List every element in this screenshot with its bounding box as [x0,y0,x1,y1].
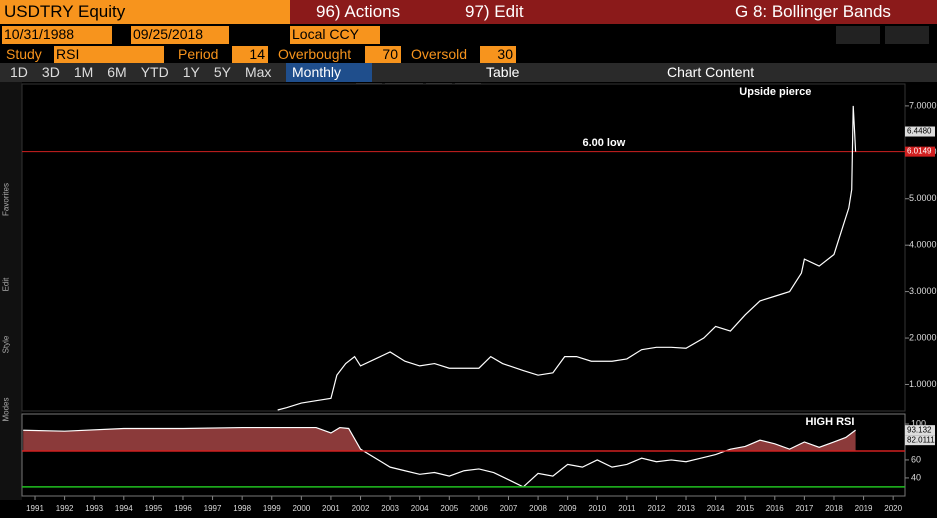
x-tick-label: 1999 [263,504,281,513]
rsi-tag-label: 82.0111 [907,435,935,444]
price-tag [905,146,935,157]
oversold-label: Oversold [411,46,468,62]
ticker[interactable]: USDTRY Equity [0,0,290,24]
x-tick-label: 2010 [588,504,606,513]
y-tick-label: 3.0000 [909,286,937,296]
annotation: Upside pierce [739,86,811,98]
period-bar [0,63,937,82]
annotation: 6.00 low [582,137,625,149]
x-tick-label: 1992 [56,504,74,513]
period-button[interactable]: 1Y [182,64,200,80]
x-tick-label: 1993 [85,504,103,513]
x-tick-label: 2003 [381,504,399,513]
period-value[interactable]: 14 [232,46,268,63]
y-tick-label: 2.0000 [909,332,937,342]
period-button[interactable]: Max [244,64,272,80]
left-toolbar [0,82,22,500]
y-tick-label: 1.0000 [909,379,937,389]
price-tag-label: 6.4480 [907,127,932,136]
rsi-tag-label: 93.132 [907,425,932,434]
x-tick-label: 2016 [766,504,784,513]
x-tick-label: 2006 [470,504,488,513]
period-button[interactable]: 6M [107,64,127,80]
x-tick-label: 2011 [618,504,636,513]
period-label: Period [178,46,219,62]
rsi-overbought-fill [23,427,856,451]
period-button[interactable]: 1D [10,64,28,80]
back-button[interactable] [836,26,880,44]
y-tick-label: 40 [911,472,921,482]
x-tick-label: 2013 [677,504,695,513]
frequency[interactable]: Monthly [286,63,372,82]
x-tick-label: 2009 [559,504,577,513]
period-button[interactable]: YTD [140,64,169,80]
rsi-panel [21,413,906,497]
x-tick-label: 1991 [26,504,44,513]
price-panel [21,83,906,412]
price-line [23,426,856,488]
x-tick-label: 2007 [500,504,518,513]
period-buttons: 1D 3D 1M 6M YTD 1Y 5Y Max [4,63,277,82]
period-button[interactable]: 3D [41,64,60,80]
end-date[interactable]: 09/25/2018 [131,26,229,44]
actions-menu[interactable]: 96) Actions [316,2,401,21]
study-name[interactable]: RSI [54,46,164,63]
x-tick-label: 2020 [884,504,902,513]
header-bar [290,0,937,24]
y-tick-label: 7.0000 [909,100,937,110]
overbought-value[interactable]: 70 [365,46,401,63]
y-tick-label: 5.0000 [909,193,937,203]
period-button[interactable]: 1M [73,64,94,80]
x-tick-label: 2017 [795,504,813,513]
chart-content-button[interactable]: Chart Content [667,64,755,80]
x-tick-label: 2012 [648,504,666,513]
y-tick-label: 4.0000 [909,240,937,250]
y-tick-label: 60 [911,454,921,464]
start-date[interactable]: 10/31/1988 [2,26,112,44]
rsi-tag [905,435,935,446]
x-tick-label: 1997 [204,504,222,513]
x-tick-label: 2000 [292,504,310,513]
x-tick-label: 2004 [411,504,429,513]
x-tick-label: 1994 [115,504,133,513]
x-tick-label: 2015 [736,504,754,513]
price-tag [905,126,935,137]
x-tick-label: 2019 [855,504,873,513]
x-tick-label: 1998 [233,504,251,513]
period-button[interactable]: 5Y [213,64,231,80]
study-label: Study [6,46,42,62]
x-tick-label: 2001 [322,504,340,513]
edit-menu[interactable]: 97) Edit [465,2,524,21]
price-line [277,105,857,411]
price-tag-label: 6.0149 [907,147,932,156]
currency[interactable]: Local CCY [290,26,380,44]
table-button[interactable]: Table [486,64,520,80]
x-tick-label: 2008 [529,504,547,513]
overbought-label: Overbought [278,46,352,62]
rsi-tag [905,425,935,436]
rsi-annotation: HIGH RSI [806,416,855,428]
x-tick-label: 2018 [825,504,843,513]
x-tick-label: 1995 [144,504,162,513]
oversold-value[interactable]: 30 [480,46,516,63]
x-tick-label: 2002 [352,504,370,513]
x-tick-label: 2005 [440,504,458,513]
forward-button[interactable] [885,26,929,44]
x-tick-label: 2014 [707,504,725,513]
y-tick-label: 100 [911,418,926,428]
function-title: G 8: Bollinger Bands [735,2,891,21]
x-tick-label: 1996 [174,504,192,513]
